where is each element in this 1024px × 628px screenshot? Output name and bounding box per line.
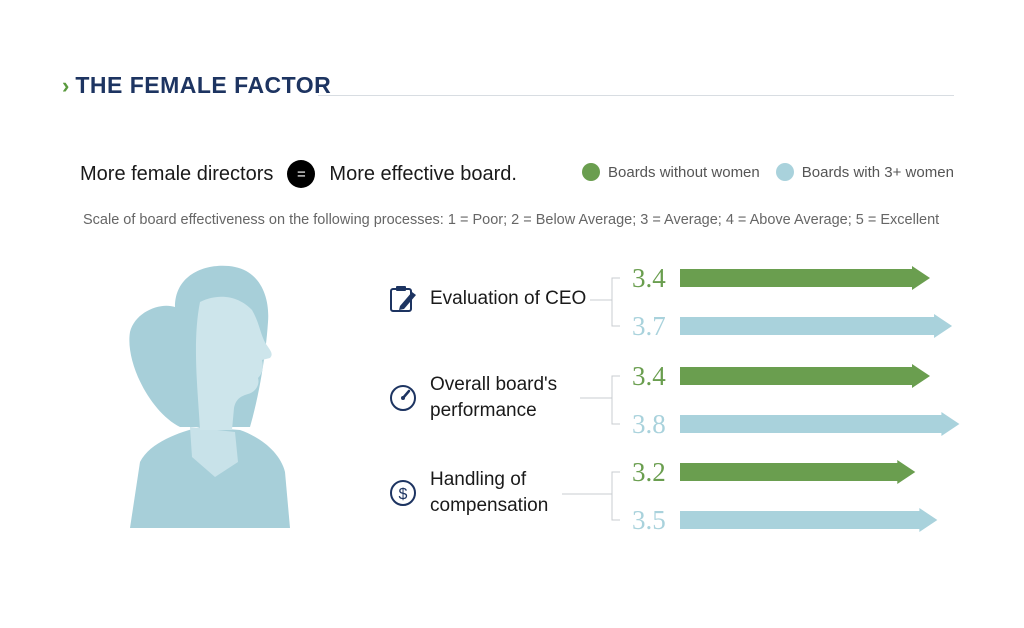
- dollar-icon: $: [390, 479, 416, 506]
- bar-arrow: [680, 266, 930, 290]
- data-label: 3.5: [632, 505, 666, 535]
- data-label: 3.2: [632, 457, 666, 487]
- bar-arrow: [680, 364, 930, 388]
- svg-text:$: $: [399, 486, 408, 503]
- bracket-connector: [580, 375, 620, 425]
- bracket-connector: [562, 471, 620, 521]
- category-label-line1: Evaluation of CEO: [430, 288, 587, 310]
- data-label: 3.7: [632, 311, 666, 341]
- data-label: 3.8: [632, 409, 666, 439]
- legend-item-without: Boards without women: [582, 163, 760, 181]
- tagline-right: More effective board.: [329, 162, 517, 185]
- bar-arrow: [680, 314, 953, 338]
- legend-item-with: Boards with 3+ women: [775, 163, 954, 181]
- bar-arrow: [680, 460, 916, 484]
- scale-note: Scale of board effectiveness on the foll…: [83, 212, 940, 228]
- chevron-right-icon: ›: [62, 72, 70, 98]
- category-label-line2: performance: [430, 399, 537, 421]
- category-label-line2: compensation: [430, 494, 549, 516]
- category-row-compensation: $ Handling of compensation: [388, 467, 548, 518]
- legend-label-with: Boards with 3+ women: [801, 163, 954, 181]
- legend: Boards without women Boards with 3+ wome…: [582, 163, 970, 181]
- page-title: THE FEMALE FACTOR: [75, 72, 332, 98]
- bar-arrow: [680, 412, 960, 436]
- tagline: More female directors = More effective b…: [80, 160, 517, 188]
- legend-label-without: Boards without women: [608, 163, 760, 181]
- category-row-performance: Overall board's performance: [388, 372, 557, 423]
- woman-silhouette-icon: [129, 265, 290, 528]
- data-label: 3.4: [632, 361, 666, 391]
- equals-icon: =: [287, 160, 316, 188]
- legend-swatch-with: [775, 163, 794, 181]
- legend-swatch-without: [582, 163, 600, 181]
- category-row-evaluation: Evaluation of CEO: [388, 284, 586, 314]
- category-label-line1: Handling of: [430, 469, 527, 490]
- speedometer-icon: [390, 384, 416, 411]
- clipboard-pencil-icon: [390, 286, 416, 312]
- bar-arrow: [680, 508, 938, 532]
- category-label-line1: Overall board's: [430, 374, 558, 395]
- section-header: › THE FEMALE FACTOR: [62, 72, 331, 99]
- bracket-connector: [590, 277, 620, 327]
- tagline-left: More female directors: [80, 162, 274, 185]
- header-divider: [318, 95, 954, 96]
- data-label: 3.4: [632, 263, 666, 293]
